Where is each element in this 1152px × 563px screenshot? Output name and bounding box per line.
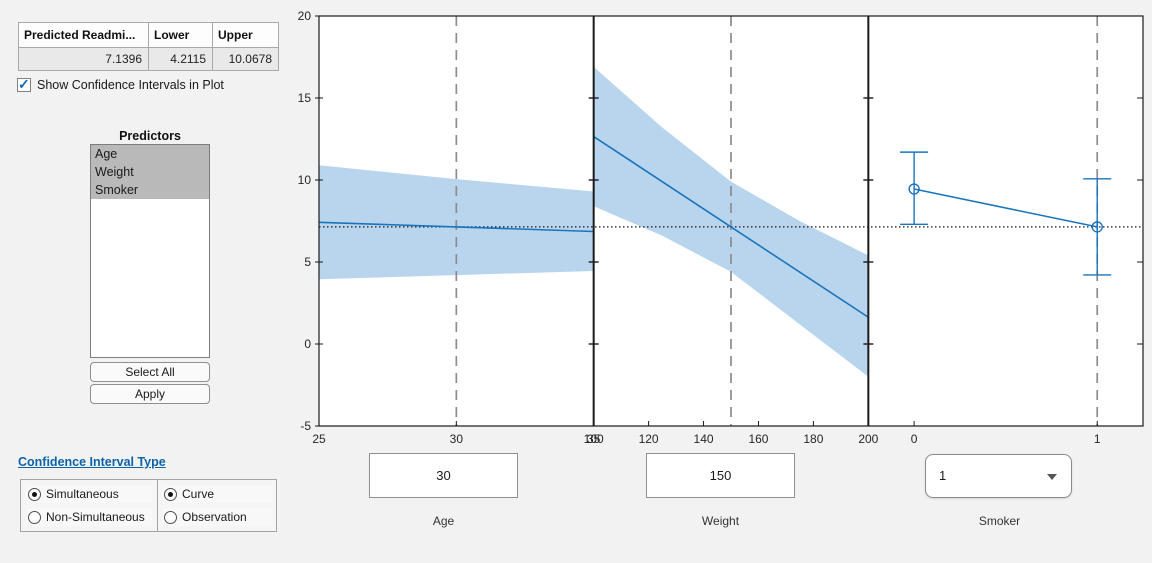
checkmark-icon: ✓ — [18, 76, 30, 92]
x-tick-label: 180 — [803, 432, 823, 446]
x-tick-label: 1 — [1094, 432, 1101, 446]
age-input[interactable] — [369, 453, 518, 498]
x-tick-label: 140 — [694, 432, 714, 446]
show-ci-checkbox-row: ✓ Show Confidence Intervals in Plot — [17, 76, 224, 92]
x-tick-label: 30 — [450, 432, 464, 446]
data-point-marker — [1091, 221, 1103, 233]
smoker-dropdown-value: 1 — [939, 468, 947, 483]
table-row: 7.1396 4.2115 10.0678 — [18, 47, 279, 71]
radio-circle-icon — [28, 487, 41, 501]
column-header-lower: Lower — [148, 22, 213, 48]
radio-circle-icon — [28, 510, 41, 524]
results-table: Predicted Readmi... Lower Upper 7.1396 4… — [18, 22, 279, 71]
radio-non-simultaneous-label: Non-Simultaneous — [46, 510, 145, 524]
radio-observation[interactable]: Observation — [162, 508, 272, 526]
listbox-item-age[interactable]: Age — [91, 145, 209, 163]
x-tick-label: 200 — [858, 432, 878, 446]
fit-line-weight — [593, 135, 869, 318]
radio-curve-label: Curve — [182, 487, 215, 501]
show-ci-checkbox-label: Show Confidence Intervals in Plot — [37, 78, 224, 92]
chevron-down-icon — [1047, 474, 1057, 480]
apply-button[interactable]: Apply — [90, 384, 210, 404]
y-tick-label: 5 — [304, 255, 311, 269]
smoker-dropdown[interactable]: 1 — [925, 454, 1072, 498]
plot-border — [318, 15, 1144, 427]
x-tick-label: 35 — [587, 432, 601, 446]
x-tick-label: 100 — [584, 432, 604, 446]
radio-curve[interactable]: Curve — [162, 485, 272, 503]
fit-line-smoker — [913, 188, 1098, 228]
x-tick-label: 120 — [639, 432, 659, 446]
x-tick-label: 160 — [748, 432, 768, 446]
show-ci-checkbox[interactable]: ✓ — [17, 76, 31, 92]
radio-simultaneous-label: Simultaneous — [46, 487, 119, 501]
x-tick-label: 25 — [312, 432, 326, 446]
x-tick-label: 0 — [911, 432, 918, 446]
column-header-predicted: Predicted Readmi... — [18, 22, 149, 48]
column-header-upper: Upper — [212, 22, 279, 48]
radio-observation-label: Observation — [182, 510, 247, 524]
predicted-value-cell: 7.1396 — [18, 47, 149, 71]
predictors-title: Predictors — [119, 129, 181, 143]
upper-value-cell: 10.0678 — [212, 47, 279, 71]
smoker-label: Smoker — [978, 514, 1021, 528]
confidence-interval-type-link[interactable]: Confidence Interval Type — [18, 455, 166, 469]
weight-input[interactable] — [646, 453, 795, 498]
fit-line-age — [318, 221, 594, 233]
weight-label: Weight — [701, 514, 740, 528]
y-tick-label: 20 — [298, 9, 312, 23]
radio-non-simultaneous[interactable]: Non-Simultaneous — [26, 508, 152, 526]
select-all-button[interactable]: Select All — [90, 362, 210, 382]
y-tick-label: -5 — [300, 419, 311, 433]
listbox-item-weight[interactable]: Weight — [91, 163, 209, 181]
radio-circle-icon — [164, 487, 177, 501]
predictors-listbox[interactable]: Age Weight Smoker — [90, 144, 210, 358]
radio-panel-divider — [157, 480, 158, 531]
y-tick-label: 10 — [298, 173, 312, 187]
table-header-row: Predicted Readmi... Lower Upper — [18, 22, 279, 48]
radio-circle-icon — [164, 510, 177, 524]
listbox-item-smoker[interactable]: Smoker — [91, 181, 209, 199]
age-label: Age — [432, 514, 455, 528]
lower-value-cell: 4.2115 — [148, 47, 213, 71]
data-point-marker — [908, 183, 920, 195]
ci-type-radio-panel: Simultaneous Non-Simultaneous Curve Obse… — [20, 479, 277, 532]
y-tick-label: 15 — [298, 91, 312, 105]
radio-simultaneous[interactable]: Simultaneous — [26, 485, 152, 503]
y-tick-label: 0 — [304, 337, 311, 351]
